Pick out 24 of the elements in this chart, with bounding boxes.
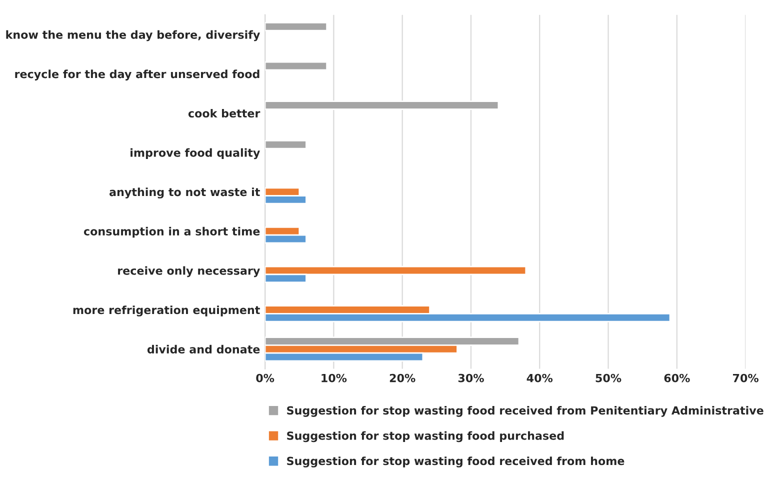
x-tick-label: 70% [732,374,758,382]
bar [265,140,307,150]
legend-label: Suggestion for stop wasting food received from home [287,456,624,468]
y-tick-label: improve food quality [130,148,260,160]
y-tick-label: consumption in a short time [84,226,260,238]
x-tick-label: 50% [596,374,622,382]
x-tick-label: 60% [664,374,690,382]
x-tick-label: 10% [322,374,347,382]
bar [265,100,500,110]
y-tick-label: recycle for the day after unserved food [15,70,260,80]
y-tick-label: receive only necessary [118,266,260,278]
bar [265,22,328,32]
y-tick-label: anything to not waste it [110,188,260,198]
bar [265,61,328,71]
x-tick-label: 30% [458,374,484,382]
x-tick-label: 40% [526,374,553,382]
legend-label: Suggestion for stop wasting food purchased [287,431,564,442]
y-tick-label: more refrigeration equipment [73,306,260,316]
y-tick-label: divide and donate [147,344,260,354]
y-tick-label: know the menu the day before, diversify [6,30,260,42]
legend-label: Suggestion for stop wasting food received from Penitentiary Administrative [287,406,764,417]
y-tick-label: cook better [188,108,260,118]
x-tick-label: 0% [256,374,274,382]
x-tick-label: 20% [390,374,416,382]
